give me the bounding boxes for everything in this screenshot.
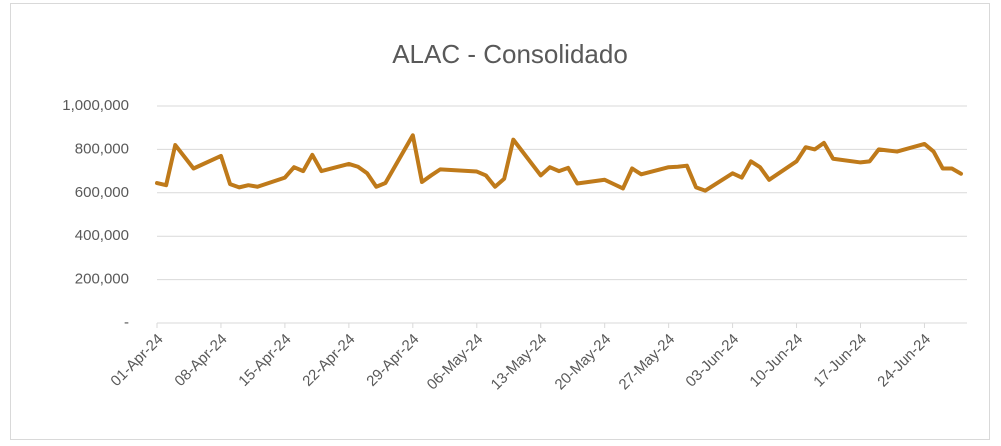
y-tick-label: 1,000,000 xyxy=(62,97,129,114)
y-tick-label: 200,000 xyxy=(75,271,129,288)
chart-title: ALAC - Consolidado xyxy=(392,39,628,69)
y-tick-label: 600,000 xyxy=(75,184,129,201)
y-tick-label: - xyxy=(124,314,129,331)
y-tick-label: 800,000 xyxy=(75,140,129,157)
y-tick-label: 400,000 xyxy=(75,227,129,244)
chart-border xyxy=(10,3,990,440)
data-line xyxy=(155,133,963,193)
